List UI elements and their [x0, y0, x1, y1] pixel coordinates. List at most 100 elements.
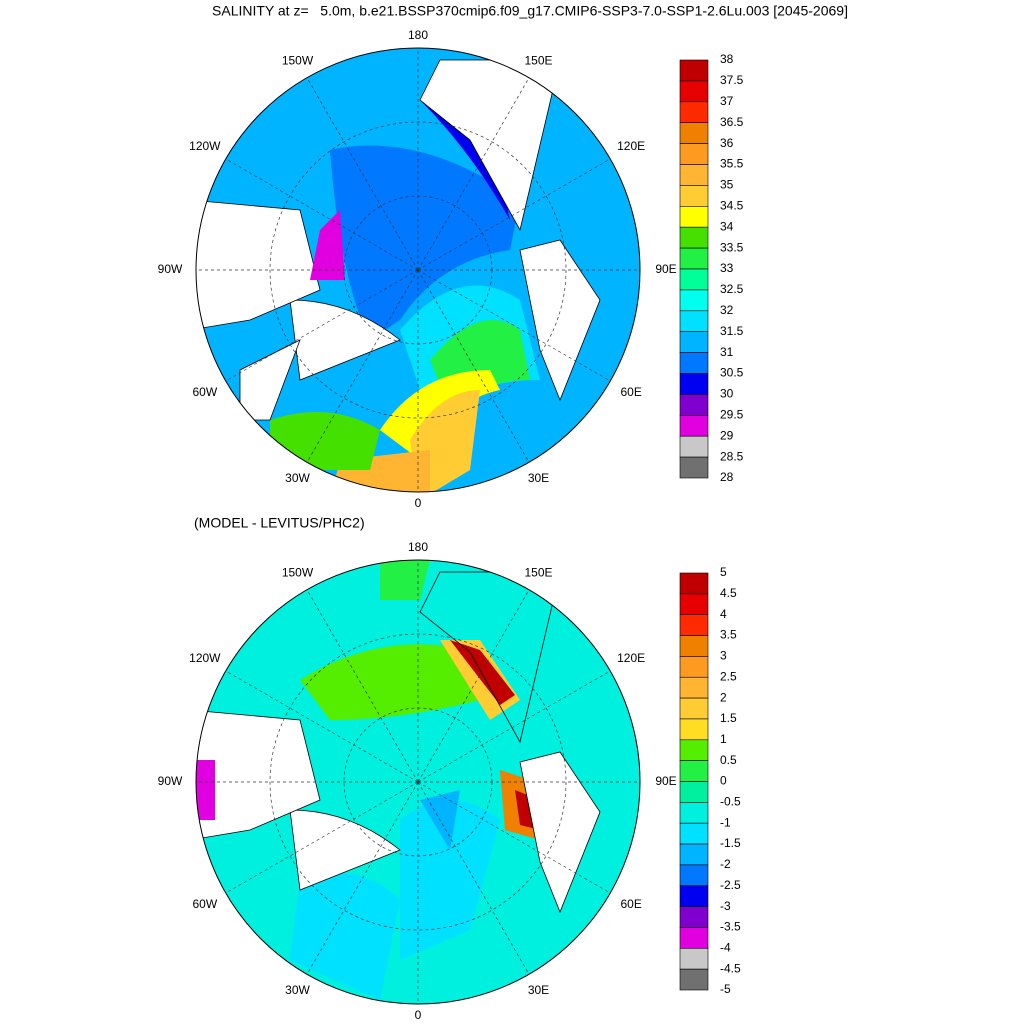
colorbar-box [679, 143, 709, 165]
meridian [417, 781, 611, 894]
longitude-label: 180 [408, 28, 428, 42]
colorbar-label: 33 [720, 261, 734, 275]
colorbar-box [679, 781, 709, 803]
meridian [225, 781, 419, 894]
colorbar-box [679, 310, 709, 332]
colorbar-label: -2 [720, 857, 731, 871]
colorbar-label: 30 [720, 387, 734, 401]
longitude-label: 30E [528, 471, 549, 485]
colorbar-label: 28.5 [720, 449, 744, 463]
latitude-circle [269, 633, 567, 931]
colorbar-box [679, 927, 709, 949]
meridian [417, 781, 530, 975]
colorbar-box [679, 268, 709, 291]
colorbar-box [679, 656, 709, 678]
colorbar-box [679, 373, 709, 395]
colorbar-box [679, 864, 709, 887]
colorbar-label: 37.5 [720, 73, 744, 87]
longitude-label: 150E [524, 53, 552, 67]
colorbar-label: 0.5 [720, 753, 737, 767]
longitude-label: 90W [158, 774, 183, 788]
colorbar-label: 33.5 [720, 240, 744, 254]
colorbar-label: 29.5 [720, 407, 744, 421]
colorbar-label: 30.5 [720, 366, 744, 380]
colorbar-box [679, 635, 709, 657]
colorbar-box [679, 593, 709, 615]
colorbar-label: 2.5 [720, 669, 737, 683]
longitude-label: 150W [282, 565, 314, 579]
meridian [417, 158, 611, 271]
longitude-label: 90E [655, 262, 676, 276]
meridian [306, 269, 419, 463]
colorbar-label: 3 [720, 649, 727, 663]
colorbar-label: 0 [720, 774, 727, 788]
colorbar-box [679, 885, 709, 907]
colorbar-box [679, 802, 709, 824]
colorbar-box [679, 247, 709, 270]
colorbar-box [679, 456, 709, 479]
colorbar-box [679, 226, 709, 249]
colorbar-box [679, 185, 709, 207]
colorbar-box [679, 435, 709, 458]
map-edge [195, 559, 641, 1005]
colorbar-label: 31 [720, 345, 734, 359]
colorbar-label: 34 [720, 219, 734, 233]
longitude-label: 120W [189, 651, 221, 665]
colorbar-box [679, 414, 709, 437]
colorbar-label: 29 [720, 428, 734, 442]
meridian [417, 670, 611, 783]
panel-title: SALINITY at z= 5.0m, b.e21.BSSP370cmip6.… [212, 3, 848, 19]
colorbar-box [679, 572, 709, 595]
colorbar-label: 37 [720, 94, 734, 108]
meridian [306, 77, 419, 271]
colorbar-box [679, 906, 709, 928]
colorbar-label: 32 [720, 303, 734, 317]
colorbar-box [679, 968, 709, 991]
colorbar-label: -3.5 [720, 920, 741, 934]
colorbar-label: 32.5 [720, 282, 744, 296]
meridian [417, 589, 530, 783]
meridian [225, 158, 419, 271]
longitude-label: 120E [617, 651, 645, 665]
colorbar-label: 3.5 [720, 628, 737, 642]
longitude-label: 120E [617, 139, 645, 153]
colorbar-box [679, 394, 709, 416]
colorbar-label: 34.5 [720, 198, 744, 212]
longitude-label: 30W [285, 983, 310, 997]
panel-title: (MODEL - LEVITUS/PHC2) [194, 515, 365, 531]
colorbar-label: 4.5 [720, 586, 737, 600]
longitude-label: 0 [415, 1008, 422, 1022]
longitude-label: 120W [189, 139, 221, 153]
meridian [417, 269, 611, 382]
colorbar-label: 28 [720, 470, 734, 484]
colorbar-box [679, 614, 709, 636]
longitude-label: 60W [193, 385, 218, 399]
meridian [306, 589, 419, 783]
colorbar-box [679, 822, 709, 845]
colorbar-label: -2.5 [720, 878, 741, 892]
colorbar-box [679, 718, 709, 741]
colorbar-label: 5 [720, 565, 727, 579]
colorbar-label: 4 [720, 607, 727, 621]
meridian [417, 269, 530, 463]
longitude-label: 60E [620, 897, 641, 911]
colorbar-label: 31.5 [720, 324, 744, 338]
map-edge [195, 47, 641, 493]
colorbar-box [679, 164, 709, 186]
longitude-label: 90W [158, 262, 183, 276]
colorbar-label: -5 [720, 982, 731, 996]
longitude-label: 150E [524, 565, 552, 579]
colorbar-box [679, 59, 709, 82]
meridian [306, 781, 419, 975]
longitude-label: 30W [285, 471, 310, 485]
colorbar-box [679, 760, 709, 782]
colorbar-label: -1 [720, 815, 731, 829]
colorbar-label: -3 [720, 899, 731, 913]
colorbar-label: 38 [720, 52, 734, 66]
meridian [225, 670, 419, 783]
colorbar-box [679, 697, 709, 720]
colorbar-label: 2 [720, 690, 727, 704]
colorbar-box [679, 947, 709, 970]
longitude-label: 90E [655, 774, 676, 788]
